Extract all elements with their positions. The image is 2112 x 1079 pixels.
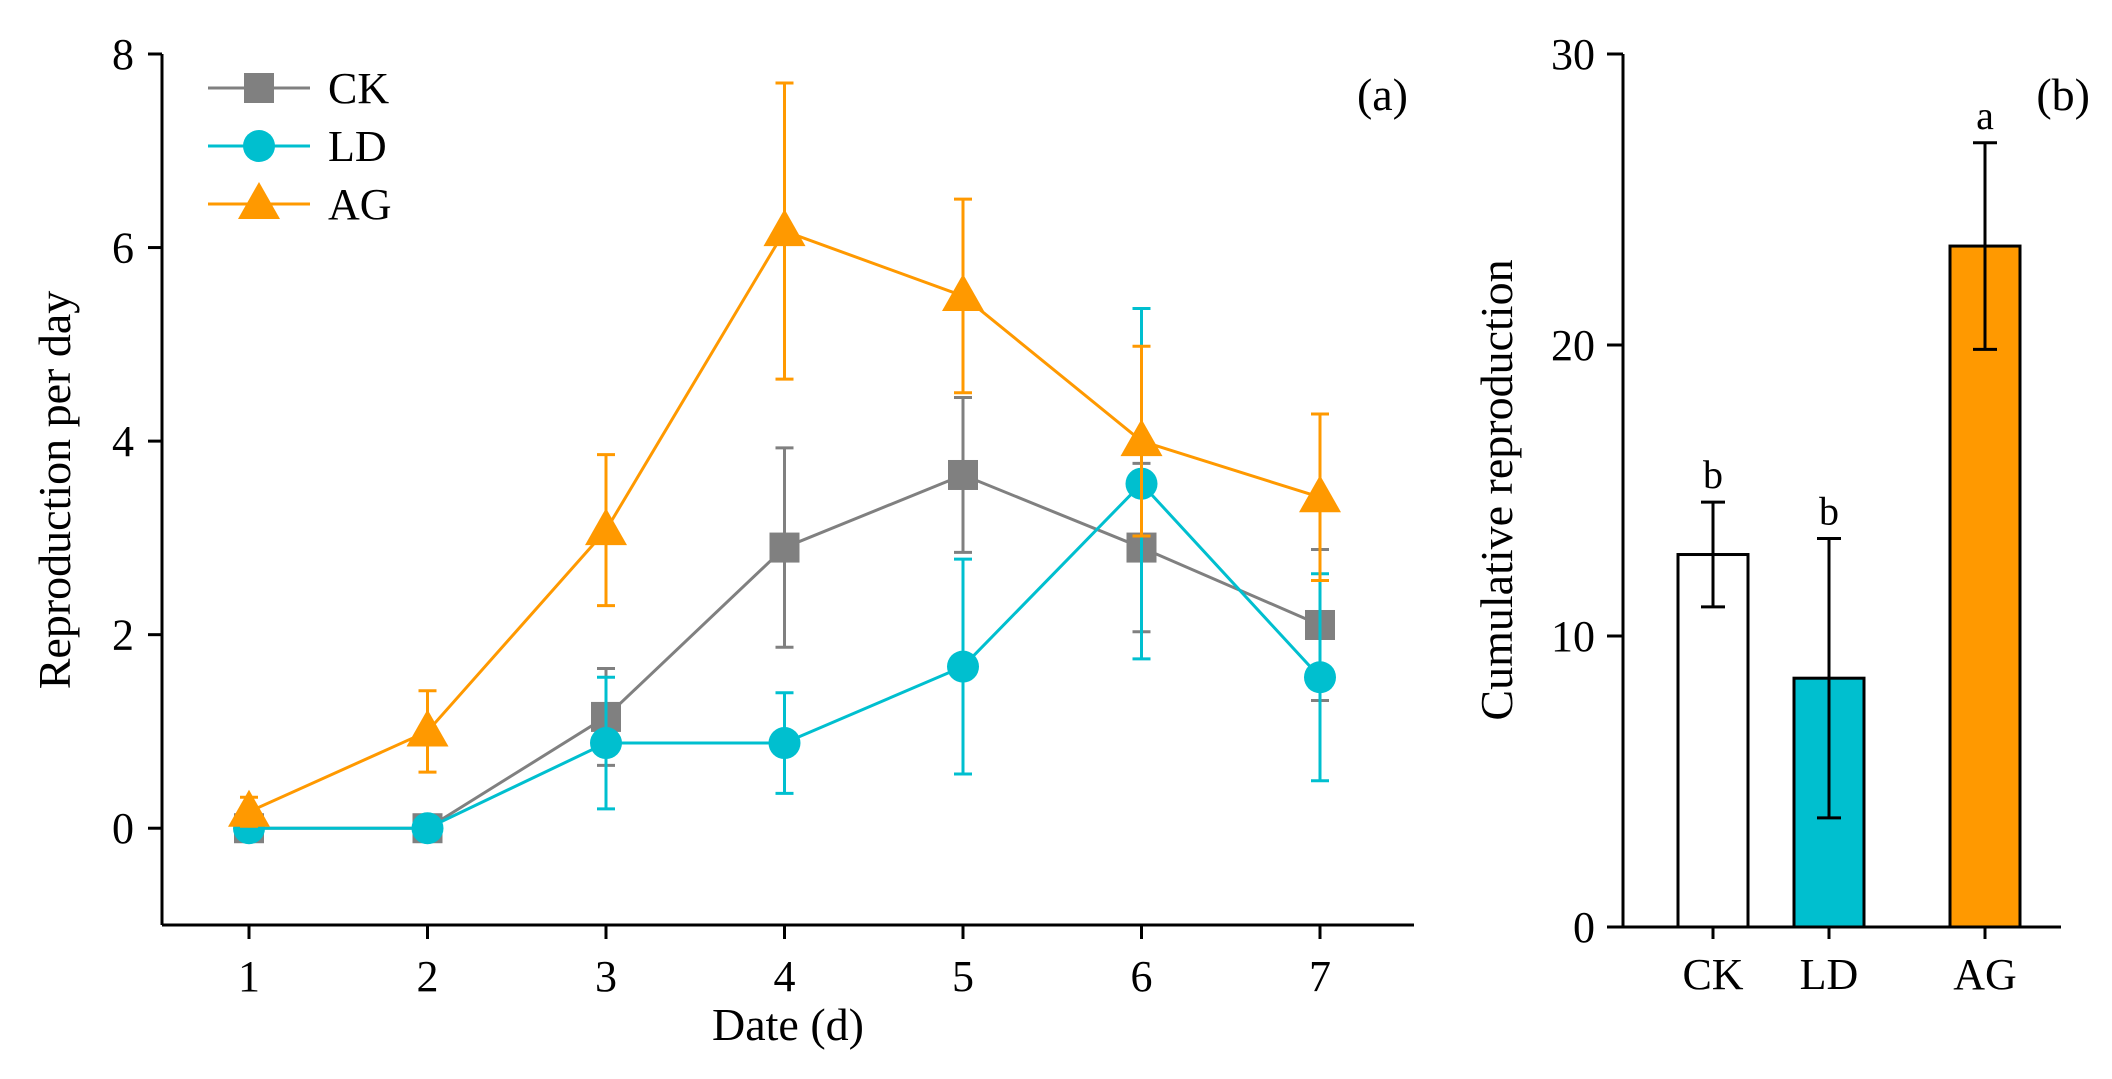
data-point-triangle: [1299, 475, 1341, 513]
x-tick-label: 1: [238, 952, 260, 1001]
data-point-circle: [411, 812, 444, 845]
legend: CK LD AG: [208, 64, 392, 229]
panel-a-y-axis-label: Reproduction per day: [29, 291, 80, 690]
y-tick-label: 0: [112, 804, 134, 853]
panel-a-label: (a): [1357, 69, 1408, 120]
x-tick-label: 7: [1309, 952, 1331, 1001]
data-point-triangle: [763, 209, 806, 247]
series-ag: [228, 81, 1341, 828]
legend-label: LD: [328, 122, 387, 171]
significance-letter: a: [1976, 93, 1994, 138]
data-point-circle: [1304, 661, 1336, 694]
x-tick-label: LD: [1800, 950, 1859, 999]
panel-b-label: (b): [2036, 69, 2090, 120]
legend-label: AG: [328, 180, 392, 229]
data-point-square: [769, 532, 800, 563]
y-tick-label: 8: [112, 30, 134, 79]
x-tick-label: 5: [952, 952, 974, 1001]
x-tick-label: 3: [595, 952, 617, 1001]
data-point-circle: [768, 727, 801, 760]
bar-ck: [1676, 553, 1750, 929]
x-tick-label: 6: [1131, 952, 1153, 1001]
data-point-circle: [947, 650, 979, 683]
x-tick-label: CK: [1682, 950, 1743, 999]
x-tick-label: 2: [417, 952, 439, 1001]
legend-marker-triangle: [238, 182, 280, 219]
y-tick-label: 20: [1551, 321, 1595, 370]
data-point-triangle: [228, 789, 270, 827]
y-tick-label: 2: [112, 611, 134, 660]
y-tick-label: 0: [1573, 903, 1595, 952]
significance-letter: b: [1703, 452, 1723, 497]
data-point-triangle: [1120, 419, 1163, 457]
x-tick-label: AG: [1953, 950, 2017, 999]
panel-a-x-axis-label: Date (d): [712, 999, 864, 1050]
legend-marker-square: [244, 73, 274, 103]
significance-letter: b: [1819, 489, 1839, 534]
y-tick-label: 4: [112, 417, 134, 466]
data-point-triangle: [942, 273, 984, 311]
legend-label: CK: [328, 64, 389, 113]
legend-marker-circle: [243, 130, 275, 162]
data-point-square: [948, 459, 978, 490]
y-tick-label: 10: [1551, 612, 1595, 661]
panel-a-line-chart: (a) Date (d) Reproduction per day 0 2 4 6 8 1…: [29, 30, 1414, 1050]
panel-b-y-axis-label: Cumulative reproduction: [1471, 259, 1522, 720]
y-tick-label: 6: [112, 224, 134, 273]
data-point-triangle: [585, 508, 627, 546]
y-tick-label: 30: [1551, 30, 1595, 79]
x-tick-label: 4: [774, 952, 796, 1001]
data-point-triangle: [406, 709, 449, 747]
bar-ag: [1948, 244, 2022, 929]
panel-b-bar-chart: (b) Cumulative reproduction 0 10 20 30 b CK b L…: [1471, 30, 2090, 999]
data-point-circle: [590, 727, 622, 760]
